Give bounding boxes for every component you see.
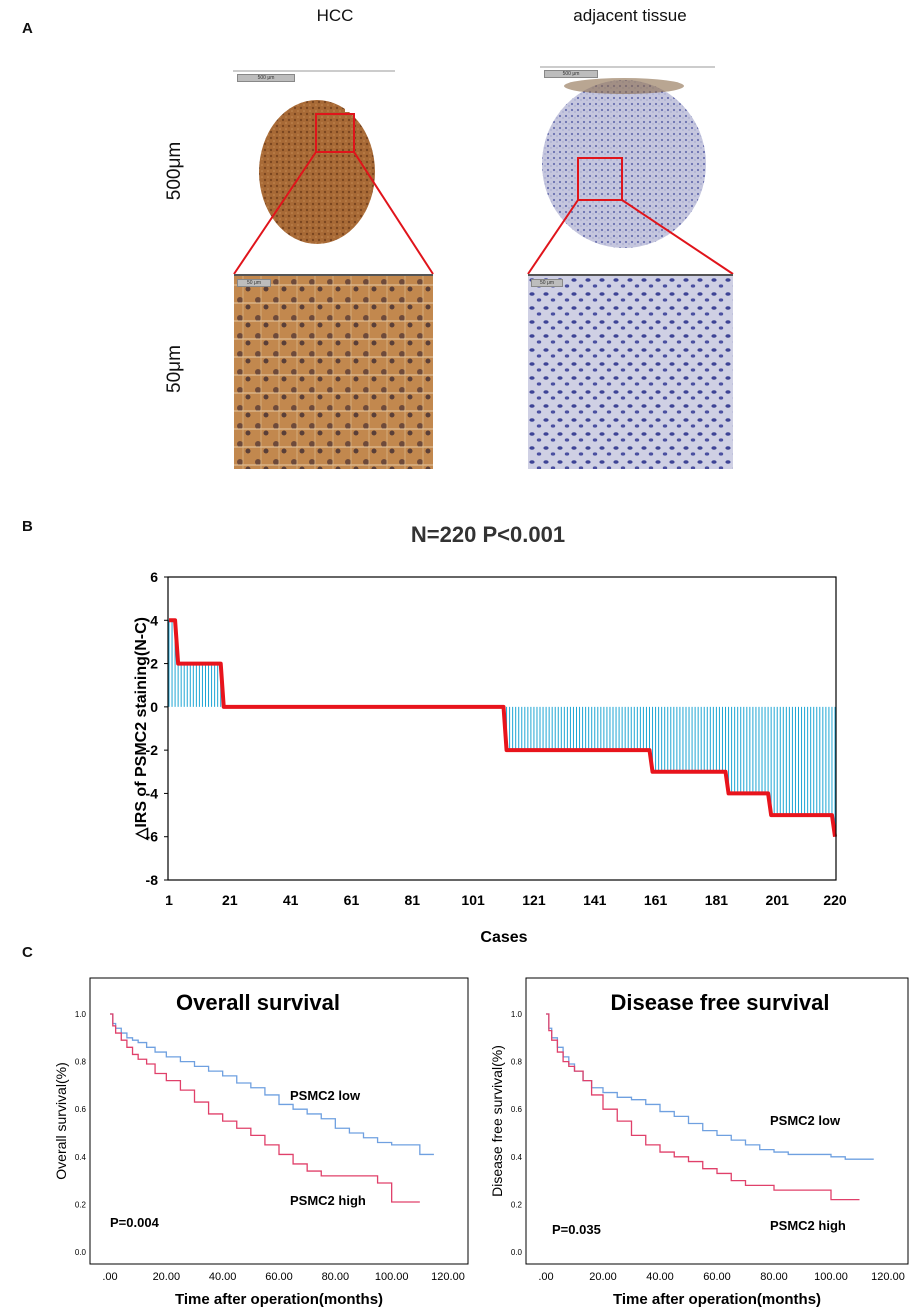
panel-b-letter: B [22,518,33,535]
x-tick-label: 101 [461,892,485,908]
y-tick-label: 0.4 [511,1153,523,1162]
y-tick-label: 0.8 [511,1058,523,1067]
y-tick-label: 0.6 [75,1105,87,1114]
km-y-axis-label: Overall survival(%) [53,1062,69,1179]
x-tick-label: 80.00 [322,1271,350,1283]
zoom-lines [233,151,734,275]
legend-low-label: PSMC2 low [770,1113,841,1128]
adjacent-zoom-box [577,157,623,201]
hcc-core-circle [259,100,375,244]
x-tick-label: 100.00 [375,1271,409,1283]
hcc-top-scalebar: 500 μm [237,74,295,82]
x-tick-label: 81 [404,892,420,908]
x-tick-label: 61 [344,892,360,908]
disease-free-survival-chart: Disease free survival 1.0 0.8 0.6 0.4 0.2 0.0.… [489,977,909,1308]
irs-trend-line [169,618,837,837]
x-tick-label: 141 [583,892,607,908]
hcc-zoom-image: 50 μm [234,274,433,469]
y-tick-label: 6 [150,569,158,585]
column-title-adjacent: adjacent tissue [573,6,687,25]
x-tick-label: 100.00 [814,1271,848,1283]
panel-a-letter: A [22,20,33,37]
x-tick-label: 80.00 [760,1271,788,1283]
y-tick-label: -4 [146,785,159,801]
y-tick-label: 0.2 [75,1200,87,1209]
x-tick-label: .00 [538,1271,553,1283]
y-tick-label: 0.0 [75,1248,87,1257]
x-tick-label: 1 [165,892,173,908]
km-frame [525,977,909,1265]
y-tick-label: 2 [150,656,158,672]
km-x-axis-label: Time after operation(months) [175,1291,383,1308]
y-tick-label: -6 [146,829,159,845]
hcc-core-image: 500 μm [233,70,395,250]
y-tick-label: 0.0 [511,1248,523,1257]
x-tick-label: 41 [283,892,299,908]
x-tick-label: 40.00 [209,1271,237,1283]
y-tick-label: -2 [146,742,159,758]
y-tick-label: 1.0 [511,1010,523,1019]
km-frame [89,977,469,1265]
x-tick-label: 120.00 [871,1271,905,1283]
x-tick-label: 60.00 [265,1271,293,1283]
panel-c-letter: C [22,944,33,961]
adjacent-zoom-image: 50 μm [528,274,733,469]
x-tick-label: 120.00 [431,1271,465,1283]
x-tick-label: 20.00 [589,1271,617,1283]
y-tick-label: 0.4 [75,1153,87,1162]
hcc-core-svg [233,70,395,244]
bars-group [168,620,836,837]
p-value: P=0.035 [552,1222,601,1237]
km-title: Overall survival [176,990,340,1015]
x-tick-label: 60.00 [703,1271,731,1283]
km-title: Disease free survival [611,990,830,1015]
legend-high-label: PSMC2 high [290,1193,366,1208]
km-y-axis-label: Disease free survival(%) [489,1045,505,1197]
y-tick-label: 0 [150,699,158,715]
y-axis-label: △IRS of PSMC2 staining(N-C) [133,617,150,841]
chart-b-frame [167,576,837,881]
x-tick-label: 121 [522,892,546,908]
y-tick-label: 0.2 [511,1200,523,1209]
x-tick-label: 201 [766,892,790,908]
adjacent-zoom-svg [528,276,733,469]
adjacent-core-circle [542,80,706,248]
x-tick-label: 181 [705,892,729,908]
y-tick-label: 1.0 [75,1010,87,1019]
adjacent-top-scalebar: 500 μm [544,70,598,78]
x-tick-label: 220 [823,892,847,908]
y-tick-label: 0.6 [511,1105,523,1114]
km-curve-high [110,1013,420,1203]
km-curve-low [546,1013,874,1160]
p-value: P=0.004 [110,1215,160,1230]
x-tick-label: 40.00 [646,1271,674,1283]
y-tick-label: 4 [150,612,158,628]
x-tick-label: .00 [102,1271,117,1283]
km-x-axis-label: Time after operation(months) [613,1291,821,1308]
km-curve-low [110,1013,434,1156]
hcc-zoom-box [315,113,355,153]
overall-survival-chart: Overall survival 1.0 0.8 0.6 0.4 0.2 0.0 .00 20.… [53,977,469,1308]
chart-b-title: N=220 P<0.001 [411,522,565,547]
row-label-50um: 50μm [164,345,185,393]
hcc-bottom-scalebar: 50 μm [237,279,271,287]
hcc-zoom-svg [234,276,433,469]
adjacent-core-image: 500 μm [540,66,715,251]
x-tick-label: 20.00 [153,1271,181,1283]
adjacent-bottom-scalebar: 50 μm [531,279,563,287]
legend-low-label: PSMC2 low [290,1088,361,1103]
column-title-hcc: HCC [316,6,354,25]
legend-high-label: PSMC2 high [770,1218,846,1233]
y-tick-label: -8 [146,872,159,888]
x-tick-label: 161 [644,892,668,908]
y-tick-label: 0.8 [75,1058,87,1067]
km-curve-high [546,1013,860,1201]
x-axis-label: Cases [480,929,527,946]
x-tick-label: 21 [222,892,238,908]
adjacent-core-svg [540,66,715,248]
